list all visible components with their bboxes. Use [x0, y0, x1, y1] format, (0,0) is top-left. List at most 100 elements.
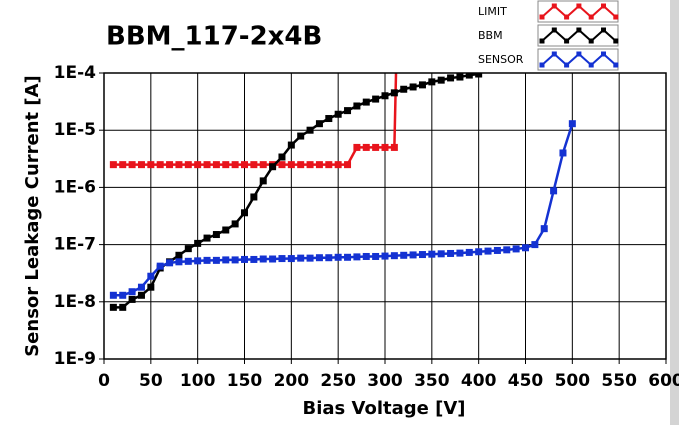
- data-point: [212, 231, 220, 239]
- data-point: [250, 255, 258, 263]
- data-point: [390, 252, 398, 260]
- data-point: [372, 143, 380, 151]
- data-point: [531, 241, 539, 249]
- side-edge: [670, 0, 679, 425]
- y-tick-label: 1E-5: [54, 120, 96, 140]
- data-point: [137, 291, 145, 299]
- data-point: [325, 161, 333, 169]
- data-point: [297, 161, 305, 169]
- data-point: [372, 252, 380, 260]
- data-point: [315, 161, 323, 169]
- data-point: [381, 252, 389, 260]
- x-tick-label: 400: [461, 371, 497, 391]
- data-point: [493, 246, 501, 254]
- data-point: [334, 161, 342, 169]
- data-point: [306, 126, 314, 134]
- y-tick-label: 1E-7: [54, 235, 96, 255]
- series-line: [113, 73, 479, 309]
- x-tick-label: 0: [98, 371, 110, 391]
- data-point: [231, 256, 239, 264]
- data-point: [128, 288, 136, 296]
- data-point: [287, 255, 295, 263]
- x-tick-label: 500: [555, 371, 591, 391]
- data-point: [147, 272, 155, 280]
- x-tick-label: 300: [367, 371, 403, 391]
- data-point: [381, 92, 389, 100]
- data-point: [278, 153, 286, 161]
- x-tick-label: 600: [648, 371, 679, 391]
- y-tick-label: 1E-4: [54, 63, 96, 83]
- legend-swatch-marker: [601, 3, 606, 9]
- data-point: [287, 141, 295, 149]
- legend-swatch-marker: [551, 27, 557, 33]
- data-point: [447, 74, 455, 82]
- data-point: [334, 253, 342, 261]
- data-point: [465, 248, 473, 256]
- legend-swatch-box: [537, 24, 619, 47]
- grid: [99, 72, 667, 364]
- x-tick-label: 100: [180, 371, 216, 391]
- data-point: [353, 143, 361, 151]
- data-point: [241, 255, 248, 263]
- x-tick-label: 350: [414, 371, 450, 391]
- data-point: [568, 120, 576, 128]
- y-tick-label: 1E-9: [54, 349, 96, 369]
- data-point: [475, 73, 483, 78]
- legend-swatch-marker: [539, 14, 545, 20]
- data-point: [550, 187, 558, 195]
- data-point: [315, 254, 323, 262]
- data-point: [400, 251, 408, 259]
- legend-swatch-box: [537, 0, 619, 23]
- legend-swatch-marker: [588, 62, 594, 68]
- data-point: [119, 291, 127, 299]
- legend-swatch-marker: [564, 14, 570, 20]
- data-point: [428, 250, 436, 258]
- data-point: [522, 244, 529, 252]
- data-point: [381, 143, 389, 151]
- data-point: [362, 252, 370, 260]
- legend-swatch-marker: [613, 62, 619, 68]
- legend-swatch-marker: [564, 62, 570, 68]
- legend-label: SENSOR: [478, 53, 524, 66]
- x-tick-label: 50: [139, 371, 163, 391]
- legend-swatch-marker: [576, 51, 582, 57]
- data-point: [400, 85, 408, 93]
- data-point: [344, 107, 352, 115]
- x-tick-label: 200: [274, 371, 310, 391]
- data-point: [409, 251, 417, 259]
- data-point: [128, 295, 136, 303]
- data-point: [147, 283, 155, 291]
- data-point: [269, 163, 277, 171]
- data-point: [315, 120, 323, 128]
- data-point: [372, 95, 380, 103]
- legend-swatch-marker: [601, 51, 606, 57]
- data-point: [222, 226, 230, 234]
- data-point: [362, 98, 370, 106]
- data-point: [278, 255, 286, 263]
- data-point: [297, 132, 305, 140]
- data-point: [166, 259, 174, 267]
- data-point: [147, 161, 155, 169]
- data-point: [306, 161, 314, 169]
- data-point: [437, 76, 445, 84]
- data-point: [409, 83, 417, 91]
- data-point: [428, 78, 436, 86]
- data-point: [203, 234, 211, 242]
- data-point: [222, 161, 230, 169]
- data-point: [484, 247, 492, 255]
- data-point: [418, 251, 426, 259]
- data-point: [137, 161, 145, 169]
- data-point: [175, 161, 183, 169]
- data-point: [194, 161, 202, 169]
- legend-swatch-marker: [613, 38, 619, 44]
- data-point: [465, 73, 473, 79]
- data-point: [241, 209, 248, 217]
- data-point: [212, 256, 220, 264]
- legend-swatch-marker: [539, 38, 545, 44]
- legend-swatch-marker: [576, 3, 582, 9]
- data-point: [503, 246, 511, 254]
- legend-swatch-marker: [551, 3, 557, 9]
